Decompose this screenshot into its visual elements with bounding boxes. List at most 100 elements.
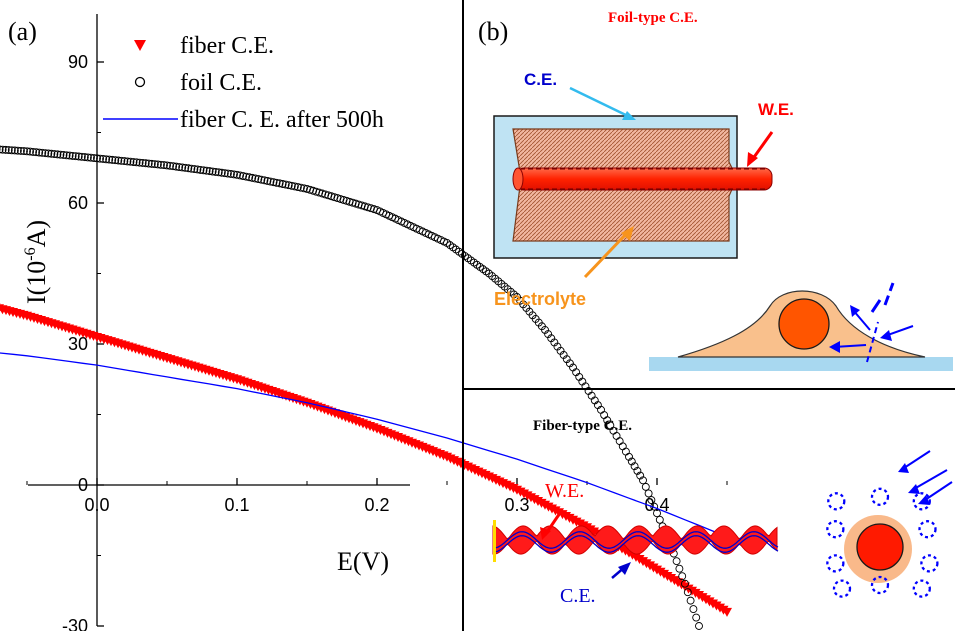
foil-ce-point <box>655 515 664 524</box>
foil-ce-point <box>102 155 111 164</box>
foil-ce-point <box>296 183 305 192</box>
foil-ce-point <box>156 160 165 169</box>
foil-ce-point <box>44 149 53 158</box>
foil-ce-point <box>59 151 68 159</box>
foil-ce-point <box>342 196 351 205</box>
foil-ce-point <box>86 153 95 162</box>
ce-helix-wire-b <box>495 535 779 553</box>
electrolyte-arrow-head <box>621 226 634 241</box>
fiber-type-title: Fiber-type C.E. <box>533 418 632 434</box>
foil-ce-point <box>132 158 141 167</box>
foil-ce-point <box>306 185 314 194</box>
incident-arrows <box>898 450 953 505</box>
ce-wire-dot <box>826 554 845 573</box>
blue-arrow-1-head <box>829 341 840 353</box>
foil-ce-point <box>357 201 366 210</box>
foil-ce-point <box>672 557 681 566</box>
y-tick-label: 90 <box>68 52 88 72</box>
foil-ce-point <box>284 181 293 190</box>
ce-wire-dot <box>920 554 939 573</box>
fiber-ce-label: C.E. <box>560 585 596 607</box>
foil-ce-point <box>260 176 269 185</box>
foil-ce-point <box>0 145 7 154</box>
y-tick-label: 60 <box>68 193 88 213</box>
foil-ce-point <box>217 168 226 177</box>
foil-ce-point <box>290 182 299 191</box>
foil-ce-point <box>236 171 244 180</box>
ce-helix-wire-a <box>495 531 779 549</box>
foil-ce-point <box>287 181 296 190</box>
foil-ce-point <box>266 177 275 186</box>
foil-ce-point <box>239 172 248 180</box>
legend-label-foil: foil C.E. <box>180 70 262 96</box>
foil-ce-point <box>126 157 135 166</box>
foil-ce-point <box>348 198 357 207</box>
y-tick-label: -30 <box>62 616 88 631</box>
y-tick-label: 30 <box>68 334 88 354</box>
foil-ce-point <box>111 156 120 165</box>
foil-ce-point <box>150 160 159 169</box>
foil-ce-point <box>678 572 687 581</box>
foil-ce-point <box>117 156 126 165</box>
foil-ce-point <box>74 152 83 161</box>
foil-ce-point <box>618 442 627 451</box>
foil-ce-point <box>366 204 375 213</box>
foil-ce-point <box>324 191 333 200</box>
foil-ce-point <box>683 588 692 597</box>
foil-ce-point <box>199 166 208 175</box>
foil-ce-point <box>615 437 624 446</box>
ce-wire-dot <box>870 575 890 595</box>
foil-ce-point <box>123 157 132 166</box>
foil-ce-point <box>263 176 272 185</box>
foil-ce-point <box>251 174 260 183</box>
foil-ce-point <box>50 150 59 159</box>
foil-ce-point <box>226 170 235 178</box>
foil-ce-point <box>129 158 138 166</box>
foil-ce-point <box>318 189 327 198</box>
ce-wire-dot <box>912 492 931 511</box>
foil-ce-point <box>7 146 16 155</box>
foil-ce-point <box>90 154 98 162</box>
foil-ce-point <box>351 199 360 208</box>
foil-ce-point <box>53 150 62 159</box>
ce-wire-dot <box>912 579 931 598</box>
foil-ce-point <box>647 496 656 504</box>
foil-ce-point <box>627 457 636 466</box>
foil-ce-point <box>245 173 254 182</box>
foil-ce-point <box>163 161 171 170</box>
electrolyte-label: Electrolyte <box>494 289 586 309</box>
foil-ce-point <box>160 161 168 170</box>
y-axis-label: I(10-6A) <box>22 220 51 304</box>
we-rod-end <box>512 167 524 191</box>
foil-ce-point <box>83 153 92 162</box>
incident-arrow-2-head <box>908 484 920 494</box>
foil-ce-point <box>105 155 114 164</box>
foil-ce-point <box>327 192 336 201</box>
foil-ce-point <box>312 187 321 196</box>
foil-ce-point <box>211 167 220 176</box>
foil-ce-point <box>196 165 205 174</box>
legend: fiber C.E. foil C.E. fiber C. E. after 5… <box>103 33 384 133</box>
blue-arrow-3-head <box>850 305 860 317</box>
foil-ce-point <box>166 161 174 170</box>
foil-ce-point <box>300 184 308 193</box>
incident-arrow-1-line <box>924 481 953 501</box>
foil-ce-point <box>0 145 4 154</box>
foil-ce-point <box>120 157 129 166</box>
foil-ce-point <box>147 159 156 168</box>
foil-ce-point <box>653 509 661 518</box>
blue-dashed-ray-3 <box>866 321 879 363</box>
foil-ce-point <box>254 175 263 184</box>
foil-ce-point <box>13 146 22 155</box>
foil-ce-point <box>242 172 251 181</box>
foil-ce-point <box>333 194 342 203</box>
foil-ce-label: C.E. <box>524 70 557 89</box>
foil-ce-point <box>62 151 71 160</box>
foil-ce-point <box>278 180 287 188</box>
blue-dashed-ray-1 <box>883 282 895 306</box>
panel-c: Fiber-type C.E. W.E. C.E. <box>492 418 953 607</box>
foil-ce-point <box>625 452 633 461</box>
foil-ce-point <box>675 564 684 573</box>
ce-wire-dot <box>832 579 852 598</box>
